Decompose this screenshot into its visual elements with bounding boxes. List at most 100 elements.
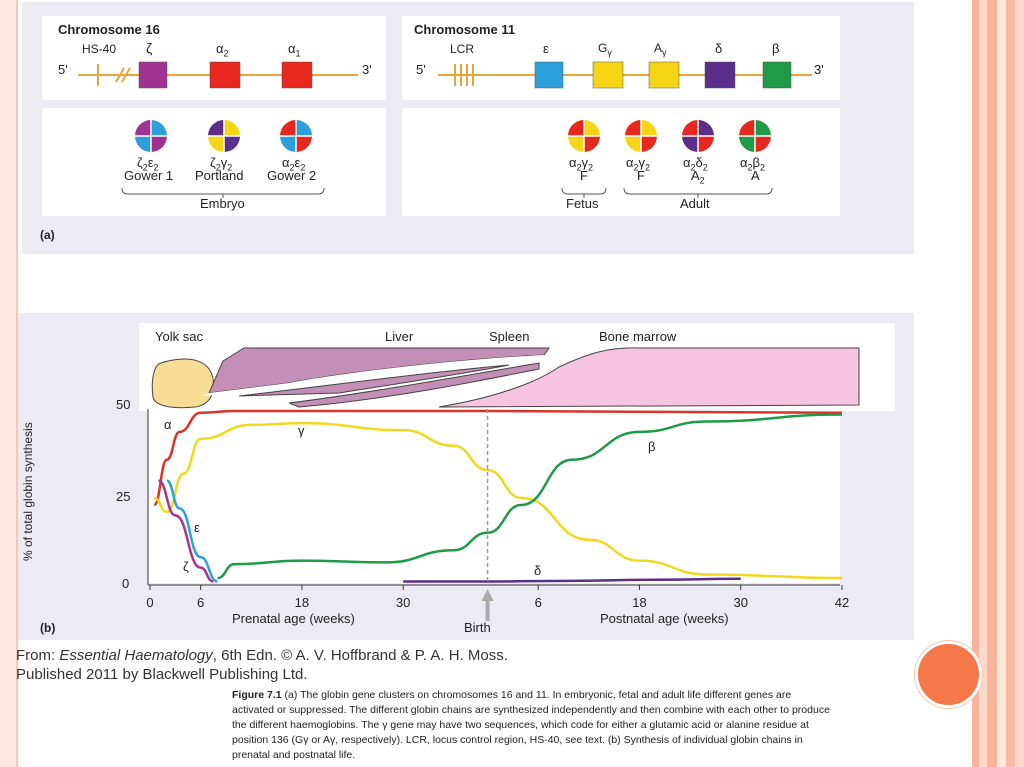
alpha2-gene bbox=[209, 61, 241, 89]
embryo-label: Embryo bbox=[200, 196, 245, 211]
source-credit: From: Essential Haematology, 6th Edn. © … bbox=[16, 646, 508, 684]
beta-gene bbox=[762, 61, 792, 89]
orange-circle-decoration bbox=[915, 641, 982, 708]
alpha-series-label: α bbox=[164, 417, 172, 432]
y-tick-0: 0 bbox=[122, 576, 130, 591]
credit-publisher: Published 2011 by Blackwell Publishing L… bbox=[16, 666, 308, 683]
prenatal-axis-label: Prenatal age (weeks) bbox=[232, 611, 355, 626]
hbf-adult-name: F bbox=[637, 168, 645, 183]
a-gamma-gene bbox=[648, 61, 680, 89]
bone-marrow-shape bbox=[438, 347, 860, 408]
chr11-map bbox=[438, 61, 812, 89]
bone-marrow-label: Bone marrow bbox=[599, 329, 677, 344]
series-line-2 bbox=[166, 479, 218, 583]
chr11-3prime: 3' bbox=[814, 62, 824, 77]
delta-gene bbox=[704, 61, 736, 89]
series-line-3 bbox=[157, 479, 214, 583]
fetus-label: Fetus bbox=[566, 196, 599, 211]
chr16-map bbox=[78, 61, 358, 89]
zeta-gene bbox=[138, 61, 168, 89]
hs40-label: HS-40 bbox=[82, 42, 117, 56]
birth-label: Birth bbox=[464, 620, 491, 635]
break-mark bbox=[115, 67, 125, 83]
portland-name: Portland bbox=[195, 168, 244, 183]
series-line-1 bbox=[153, 421, 843, 580]
x-tick-label: 6 bbox=[197, 595, 204, 610]
zeta-series-label: ζ bbox=[183, 559, 189, 574]
beta-series-label: β bbox=[648, 439, 656, 454]
adult-label: Adult bbox=[680, 196, 710, 211]
chr11-hemoglobin-box: α2γ2 α2γ2 α2δ2 α2β2 F F A2 A Fetus Adult bbox=[402, 108, 840, 216]
left-border bbox=[0, 0, 18, 767]
hba2-name: A2 bbox=[691, 168, 705, 186]
postnatal-axis-label: Postnatal age (weeks) bbox=[600, 611, 729, 626]
hba2-formula: α2δ2 bbox=[683, 155, 708, 173]
chr11-hemoglobin-diagrams bbox=[561, 120, 773, 198]
beta-label: β bbox=[772, 41, 780, 56]
sites-box: Yolk sac Liver Spleen Bone marrow bbox=[139, 323, 895, 411]
portland-hemoglobin bbox=[208, 120, 240, 152]
panel-a: Chromosome 16 5' 3' HS-40 ζ α2 α1 bbox=[22, 2, 914, 254]
chr16-3prime: 3' bbox=[362, 62, 372, 77]
hbf-adult-formula: α2γ2 bbox=[626, 155, 651, 173]
delta-series-label: δ bbox=[534, 563, 542, 578]
series-line-4 bbox=[217, 413, 843, 580]
decorative-stripes bbox=[972, 0, 1024, 767]
chr16-hemoglobin-box: ζ2ε2 ζ2γ2 α2ε2 Gower 1 Portland Gower 2 … bbox=[42, 108, 386, 216]
x-tick-label: 6 bbox=[535, 595, 542, 610]
chr11-title: Chromosome 11 bbox=[414, 22, 516, 37]
g-gamma-label: Gγ bbox=[598, 41, 612, 58]
hbf-fetal-formula: α2γ2 bbox=[569, 155, 594, 173]
plot-area bbox=[148, 409, 840, 583]
lcr-label: LCR bbox=[450, 42, 475, 56]
alpha1-gene bbox=[281, 61, 313, 89]
zeta-label: ζ bbox=[146, 40, 153, 56]
figure-caption: Figure 7.1 (a) The globin gene clusters … bbox=[232, 688, 832, 763]
credit-authors: , 6th Edn. © A. V. Hoffbrand & P. A. H. … bbox=[212, 647, 508, 664]
epsilon-label: ε bbox=[543, 41, 549, 56]
x-tick-label: 18 bbox=[632, 595, 646, 610]
panel-b: Yolk sac Liver Spleen Bone marrow 0 6 18 30… bbox=[18, 313, 914, 640]
hbf-adult-hemoglobin bbox=[625, 120, 657, 152]
hbf-fetal-hemoglobin bbox=[568, 120, 600, 152]
birth-arrow-icon bbox=[481, 589, 494, 621]
epsilon-gene bbox=[534, 61, 564, 89]
gower2-name: Gower 2 bbox=[267, 168, 317, 183]
gower1-hemoglobin bbox=[135, 120, 167, 152]
y-tick-50: 50 bbox=[116, 397, 131, 412]
series-line-0 bbox=[152, 409, 843, 507]
hbf-fetal-name: F bbox=[580, 168, 588, 183]
g-gamma-gene bbox=[592, 61, 624, 89]
x-tick-label: 30 bbox=[396, 595, 410, 610]
chr16-hemoglobin-diagrams bbox=[121, 120, 325, 198]
alpha2-label: α2 bbox=[216, 41, 229, 59]
spleen-label: Spleen bbox=[489, 329, 530, 344]
chr16-gene-box: Chromosome 16 5' 3' HS-40 ζ α2 α1 bbox=[42, 16, 386, 100]
delta-label: δ bbox=[715, 41, 723, 56]
chr16-title: Chromosome 16 bbox=[58, 22, 160, 37]
globin-synthesis-chart: 0 6 18 30 6 18 30 42 bbox=[146, 409, 849, 621]
portland-formula: ζ2γ2 bbox=[210, 155, 233, 173]
panel-a-label: (a) bbox=[40, 228, 55, 242]
chr16-5prime: 5' bbox=[58, 62, 68, 77]
hba-formula: α2β2 bbox=[740, 155, 766, 173]
yolk-sac-label: Yolk sac bbox=[155, 329, 203, 344]
gamma-series-label: γ bbox=[298, 423, 305, 438]
caption-text: (a) The globin gene clusters on chromoso… bbox=[232, 689, 830, 761]
panel-b-label: (b) bbox=[40, 621, 56, 635]
alpha1-label: α1 bbox=[288, 41, 301, 59]
x-tick-label: 0 bbox=[146, 595, 153, 610]
epsilon-series-label: ε bbox=[194, 520, 200, 535]
gower1-formula: ζ2ε2 bbox=[137, 155, 159, 173]
caption-label: Figure 7.1 bbox=[232, 689, 282, 701]
series-line-5 bbox=[403, 577, 741, 583]
gower2-hemoglobin bbox=[280, 120, 312, 152]
y-axis-label: % of total globin synthesis bbox=[21, 422, 35, 561]
x-tick-label: 30 bbox=[733, 595, 747, 610]
liver-label: Liver bbox=[385, 329, 414, 344]
hematopoietic-sites bbox=[151, 347, 860, 409]
x-tick-label: 18 bbox=[295, 595, 309, 610]
a-gamma-label: Aγ bbox=[654, 41, 667, 58]
gower1-name: Gower 1 bbox=[124, 168, 174, 183]
hba-name: A bbox=[751, 168, 760, 183]
